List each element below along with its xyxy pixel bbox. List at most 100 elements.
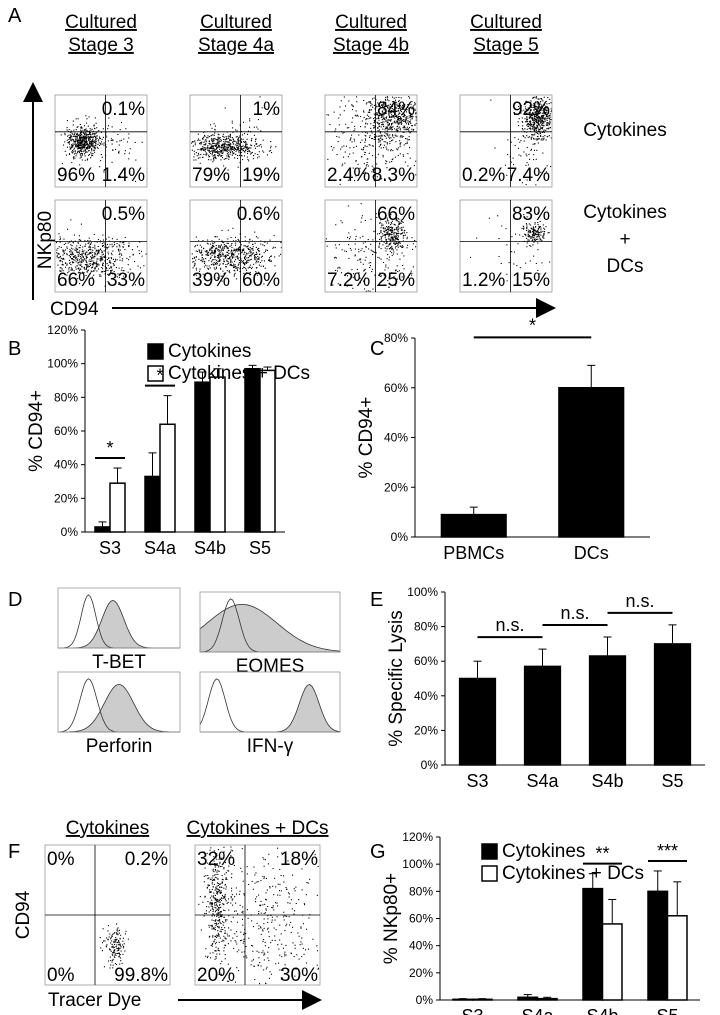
y-tick-label: 100% xyxy=(47,357,78,371)
quadrant-label: 25% xyxy=(377,270,415,291)
y-tick-label: 60% xyxy=(384,381,408,395)
quadrant-label: 66% xyxy=(57,270,95,291)
x-tick-label: S5 xyxy=(661,771,683,791)
panel-label: B xyxy=(8,338,21,360)
bar xyxy=(194,381,211,533)
histogram-label: IFN-γ xyxy=(247,736,294,757)
panel-label: F xyxy=(8,841,20,863)
plot-frame xyxy=(189,199,283,293)
plot-frame xyxy=(54,199,148,293)
comparison-label: n.s. xyxy=(625,591,654,611)
y-tick-label: 120% xyxy=(402,830,433,844)
x-tick-label: S4b xyxy=(194,538,226,558)
x-tick-label: S4b xyxy=(586,1006,618,1015)
quadrant-label: 66% xyxy=(377,204,415,225)
significance-label: *** xyxy=(657,841,678,861)
row-label: Cytokines xyxy=(583,202,666,223)
y-tick-label: 40% xyxy=(54,458,78,472)
y-tick-label: 40% xyxy=(414,689,438,703)
axis-title: CD94 xyxy=(13,890,34,939)
plot-title: Cytokines + DCs xyxy=(186,818,328,839)
y-tick-label: 20% xyxy=(384,480,408,494)
dot-cloud xyxy=(325,203,417,292)
legend-label: Cytokines xyxy=(502,841,585,862)
row-label: DCs xyxy=(607,256,644,277)
panel-label: A xyxy=(8,5,22,27)
comparison-label: * xyxy=(529,315,536,335)
axis-title: CD94 xyxy=(50,299,99,320)
legend-label: Cytokines + DCs xyxy=(502,863,644,884)
row-label: Cytokines xyxy=(583,120,666,141)
quadrant-label: 84% xyxy=(377,99,415,120)
y-tick-label: 0% xyxy=(421,758,439,772)
quadrant-label: 19% xyxy=(242,165,280,186)
comparison-label: n.s. xyxy=(495,615,524,635)
plot-title: Cytokines xyxy=(66,818,149,839)
bar xyxy=(452,998,474,1001)
quadrant-label: 92% xyxy=(512,99,550,120)
histogram-filled xyxy=(200,684,341,733)
quadrant-label: 18% xyxy=(280,849,318,870)
quadrant-label: 0.1% xyxy=(102,99,145,120)
y-axis-title: % NKp80+ xyxy=(381,873,402,964)
panel-label: C xyxy=(370,338,384,360)
bar xyxy=(582,887,604,1001)
quadrant-label: 96% xyxy=(57,165,95,186)
plot-frame xyxy=(199,591,341,653)
bar xyxy=(558,387,625,538)
plot-frame xyxy=(324,94,418,188)
y-tick-label: 60% xyxy=(414,654,438,668)
quadrant-label: 1.2% xyxy=(462,270,505,291)
plot-frame xyxy=(57,671,181,733)
column-title: Stage 3 xyxy=(68,35,134,56)
x-tick-label: S4b xyxy=(591,771,623,791)
y-tick-label: 20% xyxy=(409,966,433,980)
bar xyxy=(109,482,126,533)
y-tick-label: 20% xyxy=(414,723,438,737)
x-tick-label: PBMCs xyxy=(443,543,504,563)
dot-cloud xyxy=(60,115,143,182)
y-tick-label: 60% xyxy=(409,912,433,926)
bar xyxy=(601,923,623,1001)
bar xyxy=(144,475,161,533)
bar xyxy=(244,367,261,533)
quadrant-label: 39% xyxy=(192,270,230,291)
bar xyxy=(159,423,176,533)
bar xyxy=(209,376,226,533)
dot-cloud xyxy=(198,846,319,985)
dot-cloud xyxy=(99,923,129,969)
dot-cloud xyxy=(191,96,277,171)
panel-label: E xyxy=(370,589,383,611)
dot-cloud xyxy=(469,212,551,286)
x-tick-label: S4a xyxy=(521,1006,554,1015)
y-tick-label: 40% xyxy=(409,939,433,953)
comparison-label: n.s. xyxy=(560,603,589,623)
bar xyxy=(471,998,493,1001)
row-label: + xyxy=(619,229,630,250)
quadrant-label: 2.4% xyxy=(327,165,370,186)
histogram-label: Perforin xyxy=(86,736,153,757)
column-title: Stage 4b xyxy=(333,35,409,56)
significance-label: ** xyxy=(595,844,609,864)
x-tick-label: DCs xyxy=(574,543,609,563)
bar xyxy=(94,526,111,533)
quadrant-label: 0% xyxy=(47,849,75,870)
x-tick-label: S3 xyxy=(466,771,488,791)
plot-frame xyxy=(324,199,418,293)
bar xyxy=(517,996,539,1001)
significance-label: * xyxy=(106,438,113,458)
quadrant-label: 0.6% xyxy=(237,204,280,225)
legend-swatch xyxy=(147,365,164,382)
quadrant-label: 33% xyxy=(107,270,145,291)
legend-swatch xyxy=(147,343,164,360)
column-title: Cultured xyxy=(335,12,407,33)
quadrant-label: 7.2% xyxy=(327,270,370,291)
column-title: Cultured xyxy=(470,12,542,33)
quadrant-label: 0.5% xyxy=(102,204,145,225)
quadrant-label: 15% xyxy=(512,270,550,291)
y-tick-label: 100% xyxy=(402,857,433,871)
column-title: Cultured xyxy=(200,12,272,33)
plot-frame xyxy=(54,94,148,188)
bar xyxy=(653,643,692,766)
